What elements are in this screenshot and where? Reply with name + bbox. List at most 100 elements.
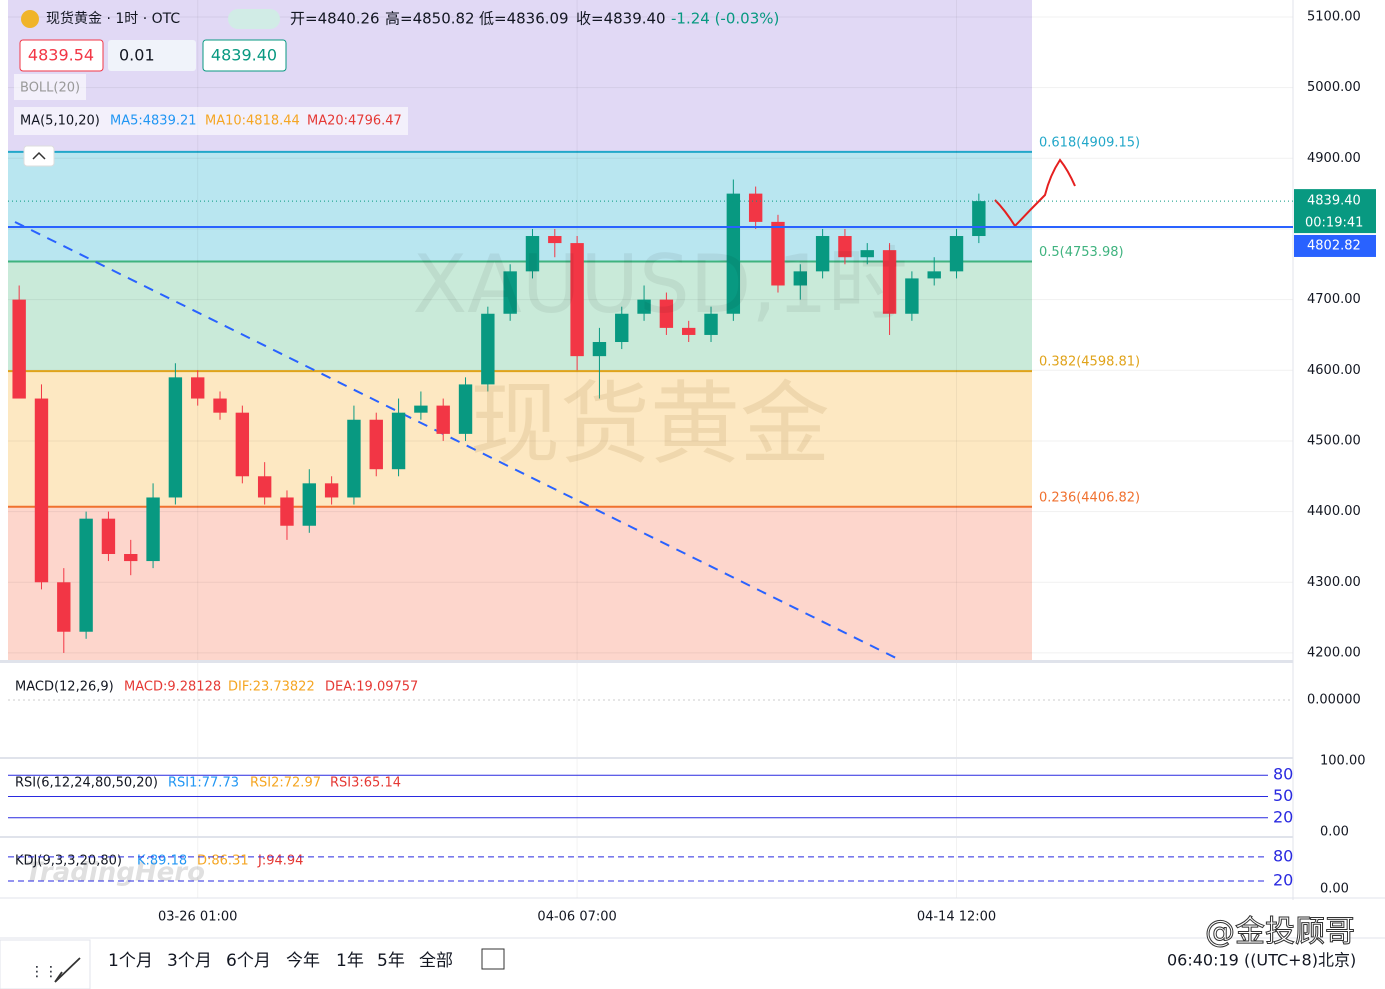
fib-label: 0.618(4909.15) (1039, 135, 1140, 150)
y-tick-label: 0.00 (1320, 882, 1349, 897)
ohlc-close: 收=4839.40 (576, 10, 666, 28)
level-label: 80 (1273, 846, 1293, 865)
clock: 06:40:19 ((UTC+8)北京) (1167, 951, 1356, 970)
candle-body (481, 313, 495, 385)
ma20: MA20:4796.47 (307, 114, 402, 129)
ma5: MA5:4839.21 (110, 114, 197, 129)
y-tick-label: 100.00 (1320, 754, 1366, 769)
symbol-icon (21, 10, 39, 28)
y-tick-label: 4300.00 (1307, 575, 1361, 590)
candle-body (280, 497, 294, 526)
zone (8, 506, 1032, 660)
fib-label: 0.236(4406.82) (1039, 490, 1140, 505)
level-label: 20 (1273, 807, 1293, 826)
buy-button[interactable] (202, 39, 287, 72)
candle-body (124, 554, 138, 562)
collapse-icon[interactable] (32, 151, 46, 160)
candle-body (257, 476, 272, 498)
candle-body (726, 193, 741, 314)
candle-body (391, 412, 406, 470)
level-label: 20 (1273, 870, 1293, 889)
candle-body (882, 250, 897, 314)
range-button[interactable]: 6个月 (226, 951, 271, 971)
sell-button[interactable] (19, 39, 104, 72)
kdj-label: KDJ(9,3,3,20,80) (15, 854, 122, 869)
fib-label: 0.382(4598.81) (1039, 355, 1140, 370)
pane-divider (0, 660, 1293, 663)
candle-body (414, 405, 428, 413)
candle-body (815, 236, 830, 272)
candle-body (213, 398, 227, 413)
y-tick-label: 5100.00 (1307, 9, 1361, 24)
spread: 0.01 (119, 46, 155, 65)
candle-body (905, 278, 919, 314)
range-button[interactable]: 1个月 (108, 951, 153, 971)
sell-price[interactable]: 4839.54 (28, 46, 94, 65)
x-tick-label: 04-06 07:00 (537, 910, 616, 925)
candle-body (235, 412, 250, 477)
line-price-label: 4802.82 (1307, 238, 1361, 253)
candle-body (972, 201, 986, 237)
ma10: MA10:4818.44 (205, 114, 300, 129)
macd-label: MACD(12,26,9) (15, 680, 114, 695)
candle-body (771, 221, 785, 286)
compare-icon[interactable] (481, 948, 505, 970)
candle-body (615, 313, 629, 343)
candle-body (525, 236, 540, 272)
watermark: @金投顾哥 (1205, 915, 1355, 950)
y-tick-label: 4700.00 (1307, 292, 1361, 307)
level-label: 50 (1273, 786, 1293, 805)
y-tick-label: 4200.00 (1307, 645, 1361, 660)
range-button[interactable]: 全部 (419, 951, 453, 971)
pane-divider (0, 757, 1293, 759)
boll-label: BOLL(20) (20, 81, 80, 96)
kdj-j: J:94.94 (257, 854, 303, 869)
pane-divider (0, 836, 1293, 838)
ma-label: MA(5,10,20) (20, 114, 100, 129)
level-label: 80 (1273, 765, 1293, 784)
candle-body (101, 518, 116, 555)
watermark: XAUUSD,1时 (412, 238, 907, 331)
legend-box (14, 74, 86, 100)
range-button[interactable]: 今年 (286, 951, 320, 971)
fib-label: 0.5(4753.98) (1039, 245, 1124, 260)
watermark: 现货黄金 (470, 372, 830, 477)
collapse-button[interactable] (23, 145, 55, 167)
candle-body (570, 243, 584, 357)
forecast-arrow (994, 158, 1076, 228)
ohlc-low: 低=4836.09 (479, 10, 569, 28)
candle-body (548, 236, 562, 244)
candle-body (347, 419, 361, 498)
countdown: 00:19:41 (1305, 216, 1363, 231)
candle-body (860, 250, 874, 258)
last-price-label: 4839.40 (1307, 194, 1361, 209)
line-price-tag (1294, 234, 1376, 257)
zone (8, 151, 1032, 262)
zone (8, 261, 1032, 372)
candle-body (191, 377, 205, 399)
kdj-k: K:89.18 (137, 854, 187, 869)
range-button[interactable]: 5年 (377, 951, 405, 971)
range-button[interactable]: 1年 (336, 951, 364, 971)
drag-icon[interactable]: ⋮⋮ (30, 964, 58, 980)
drawing-tools[interactable] (0, 939, 91, 989)
candle-body (302, 483, 316, 526)
rsi3: RSI3:65.14 (330, 776, 401, 791)
range-button[interactable]: 3个月 (167, 951, 212, 971)
candle-body (704, 313, 718, 335)
y-tick-label: 4900.00 (1307, 151, 1361, 166)
candle-body (458, 384, 473, 434)
candle-body (34, 398, 49, 583)
y-tick-label: 0.00 (1320, 825, 1349, 840)
pen-icon[interactable] (54, 957, 81, 983)
status-badge (228, 9, 280, 29)
y-tick-label: 4400.00 (1307, 504, 1361, 519)
macd-value: MACD:9.28128 (124, 680, 221, 695)
y-tick-label: 5000.00 (1307, 80, 1361, 95)
candle-body (838, 236, 852, 258)
candle-body (436, 405, 450, 434)
candle-body (57, 582, 71, 632)
rsi-label: RSI(6,12,24,80,50,20) (15, 776, 158, 791)
watermark: TradingHero (25, 858, 205, 888)
buy-price[interactable]: 4839.40 (211, 46, 277, 65)
